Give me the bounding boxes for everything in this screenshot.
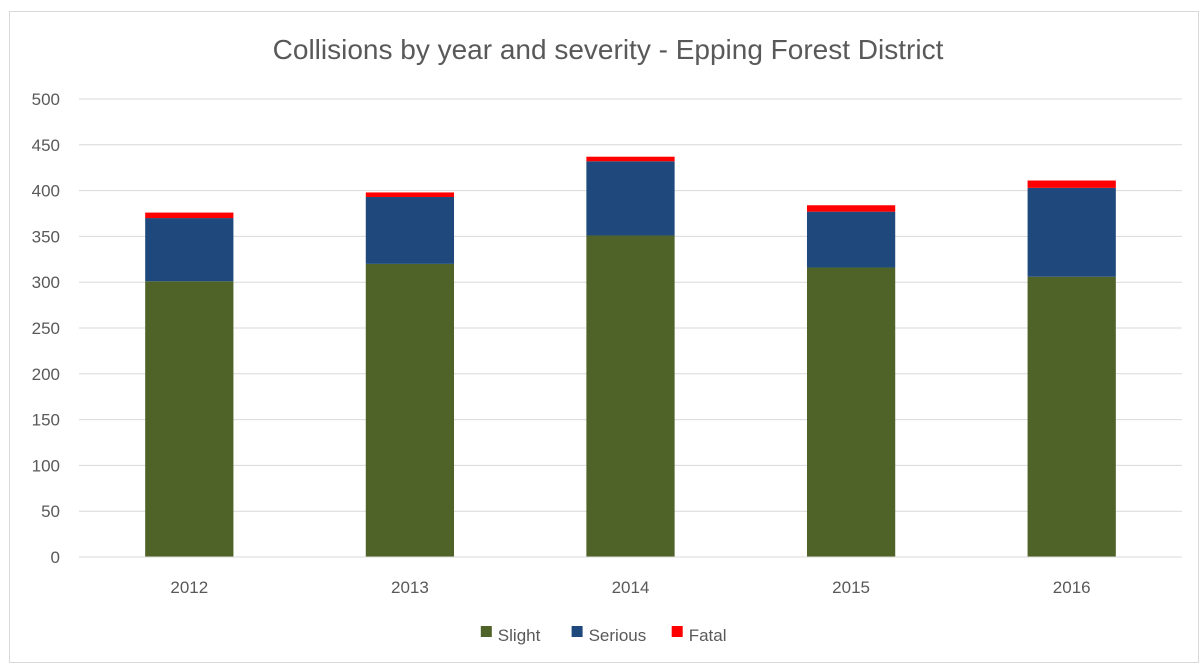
legend-label-slight: Slight bbox=[498, 626, 541, 645]
legend-label-serious: Serious bbox=[589, 626, 647, 645]
x-tick-label: 2013 bbox=[391, 578, 429, 597]
bar-slight-2015 bbox=[806, 267, 896, 557]
bar-fatal-2015 bbox=[806, 205, 896, 212]
bar-serious-2014 bbox=[586, 161, 675, 236]
legend-swatch-fatal bbox=[671, 626, 683, 637]
bar-serious-2012 bbox=[145, 218, 234, 282]
bar-fatal-2013 bbox=[365, 192, 455, 198]
y-tick-label: 500 bbox=[32, 90, 60, 109]
y-tick-label: 350 bbox=[32, 227, 60, 246]
y-tick-label: 200 bbox=[32, 365, 60, 384]
bar-fatal-2014 bbox=[586, 156, 675, 162]
y-axis-ticks: 0 50 100 150 200 250 300 350 400 450 500 bbox=[32, 90, 60, 567]
y-tick-label: 150 bbox=[32, 411, 60, 430]
y-tick-label: 0 bbox=[51, 548, 60, 567]
legend-label-fatal: Fatal bbox=[689, 626, 727, 645]
y-tick-label: 100 bbox=[32, 456, 60, 475]
bars bbox=[145, 156, 1116, 557]
bar-slight-2012 bbox=[145, 281, 234, 557]
x-axis-ticks: 2012 2013 2014 2015 2016 bbox=[170, 578, 1090, 597]
y-tick-label: 450 bbox=[32, 136, 60, 155]
bar-serious-2013 bbox=[365, 197, 455, 264]
legend-swatch-serious bbox=[571, 626, 583, 637]
bar-fatal-2012 bbox=[145, 212, 234, 219]
legend-swatch-slight bbox=[480, 626, 492, 637]
y-tick-label: 250 bbox=[32, 319, 60, 338]
y-tick-label: 400 bbox=[32, 182, 60, 201]
bar-slight-2013 bbox=[365, 263, 455, 557]
chart-title: Collisions by year and severity - Epping… bbox=[273, 34, 944, 65]
x-tick-label: 2014 bbox=[612, 578, 650, 597]
bar-serious-2016 bbox=[1027, 187, 1116, 277]
x-tick-label: 2015 bbox=[832, 578, 870, 597]
y-tick-label: 300 bbox=[32, 273, 60, 292]
legend: Slight Serious Fatal bbox=[480, 626, 727, 645]
bar-fatal-2016 bbox=[1027, 180, 1116, 188]
x-tick-label: 2016 bbox=[1053, 578, 1091, 597]
bar-slight-2014 bbox=[586, 235, 675, 557]
gridlines bbox=[79, 98, 1182, 512]
bar-serious-2015 bbox=[806, 211, 896, 268]
bar-slight-2016 bbox=[1027, 276, 1116, 557]
x-tick-label: 2012 bbox=[170, 578, 208, 597]
y-tick-label: 50 bbox=[41, 502, 60, 521]
